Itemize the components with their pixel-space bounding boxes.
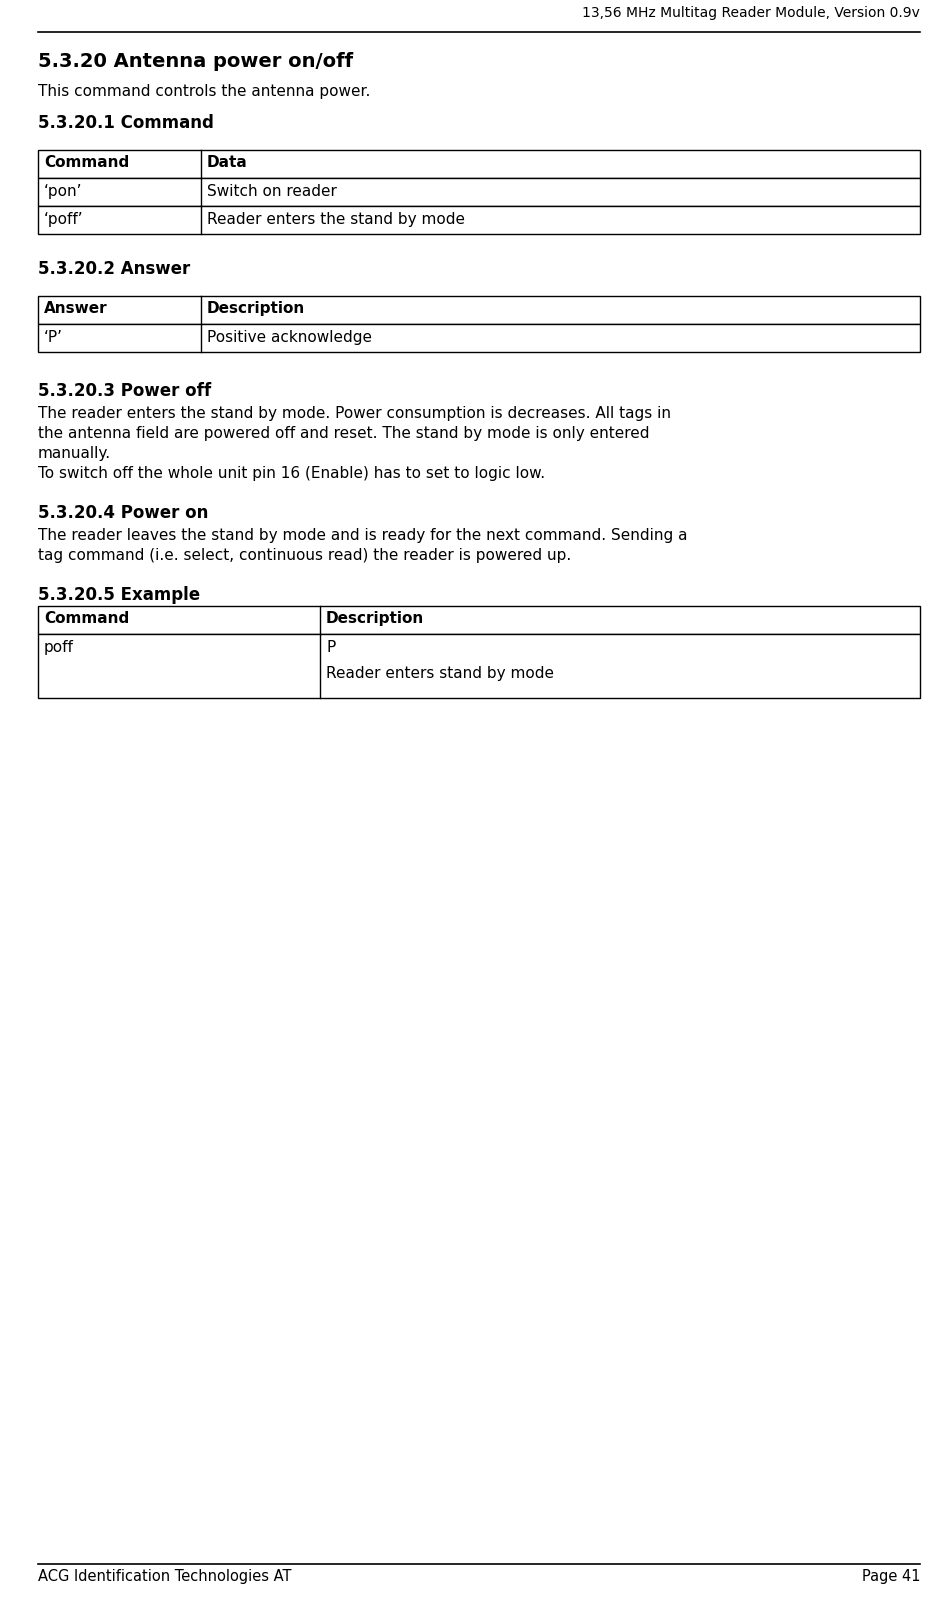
Text: ‘pon’: ‘pon’	[44, 184, 83, 199]
Text: Description: Description	[207, 301, 305, 316]
Bar	[38, 634, 920, 698]
Text: 5.3.20.1 Command: 5.3.20.1 Command	[38, 114, 214, 131]
Bar	[38, 296, 920, 324]
Text: 5.3.20 Antenna power on/off: 5.3.20 Antenna power on/off	[38, 51, 353, 70]
Bar	[38, 178, 920, 207]
Text: Reader enters the stand by mode: Reader enters the stand by mode	[207, 211, 465, 227]
Text: P: P	[326, 641, 336, 655]
Text: the antenna field are powered off and reset. The stand by mode is only entered: the antenna field are powered off and re…	[38, 426, 650, 441]
Bar	[38, 324, 920, 352]
Text: Command: Command	[44, 610, 129, 626]
Text: poff: poff	[44, 641, 74, 655]
Text: 5.3.20.4 Power on: 5.3.20.4 Power on	[38, 505, 208, 522]
Text: Data: Data	[207, 155, 248, 170]
Text: This command controls the antenna power.: This command controls the antenna power.	[38, 83, 370, 99]
Text: ACG Identification Technologies AT: ACG Identification Technologies AT	[38, 1568, 292, 1584]
Bar	[38, 207, 920, 234]
Text: Positive acknowledge: Positive acknowledge	[207, 330, 372, 344]
Text: ‘P’: ‘P’	[44, 330, 63, 344]
Text: Page 41: Page 41	[862, 1568, 920, 1584]
Text: Reader enters stand by mode: Reader enters stand by mode	[326, 666, 554, 681]
Text: 5.3.20.3 Power off: 5.3.20.3 Power off	[38, 381, 211, 400]
Bar	[38, 606, 920, 634]
Text: Switch on reader: Switch on reader	[207, 184, 337, 199]
Text: 13,56 MHz Multitag Reader Module, Version 0.9v: 13,56 MHz Multitag Reader Module, Versio…	[582, 6, 920, 19]
Text: To switch off the whole unit pin 16 (Enable) has to set to logic low.: To switch off the whole unit pin 16 (Ena…	[38, 466, 545, 481]
Text: Command: Command	[44, 155, 129, 170]
Text: The reader enters the stand by mode. Power consumption is decreases. All tags in: The reader enters the stand by mode. Pow…	[38, 405, 671, 421]
Text: 5.3.20.5 Example: 5.3.20.5 Example	[38, 586, 200, 604]
Text: manually.: manually.	[38, 445, 111, 461]
Text: Answer: Answer	[44, 301, 107, 316]
Text: tag command (i.e. select, continuous read) the reader is powered up.: tag command (i.e. select, continuous rea…	[38, 548, 572, 562]
Text: ‘poff’: ‘poff’	[44, 211, 84, 227]
Text: 5.3.20.2 Answer: 5.3.20.2 Answer	[38, 260, 190, 279]
Text: Description: Description	[326, 610, 424, 626]
Text: The reader leaves the stand by mode and is ready for the next command. Sending a: The reader leaves the stand by mode and …	[38, 529, 688, 543]
Bar	[38, 151, 920, 178]
